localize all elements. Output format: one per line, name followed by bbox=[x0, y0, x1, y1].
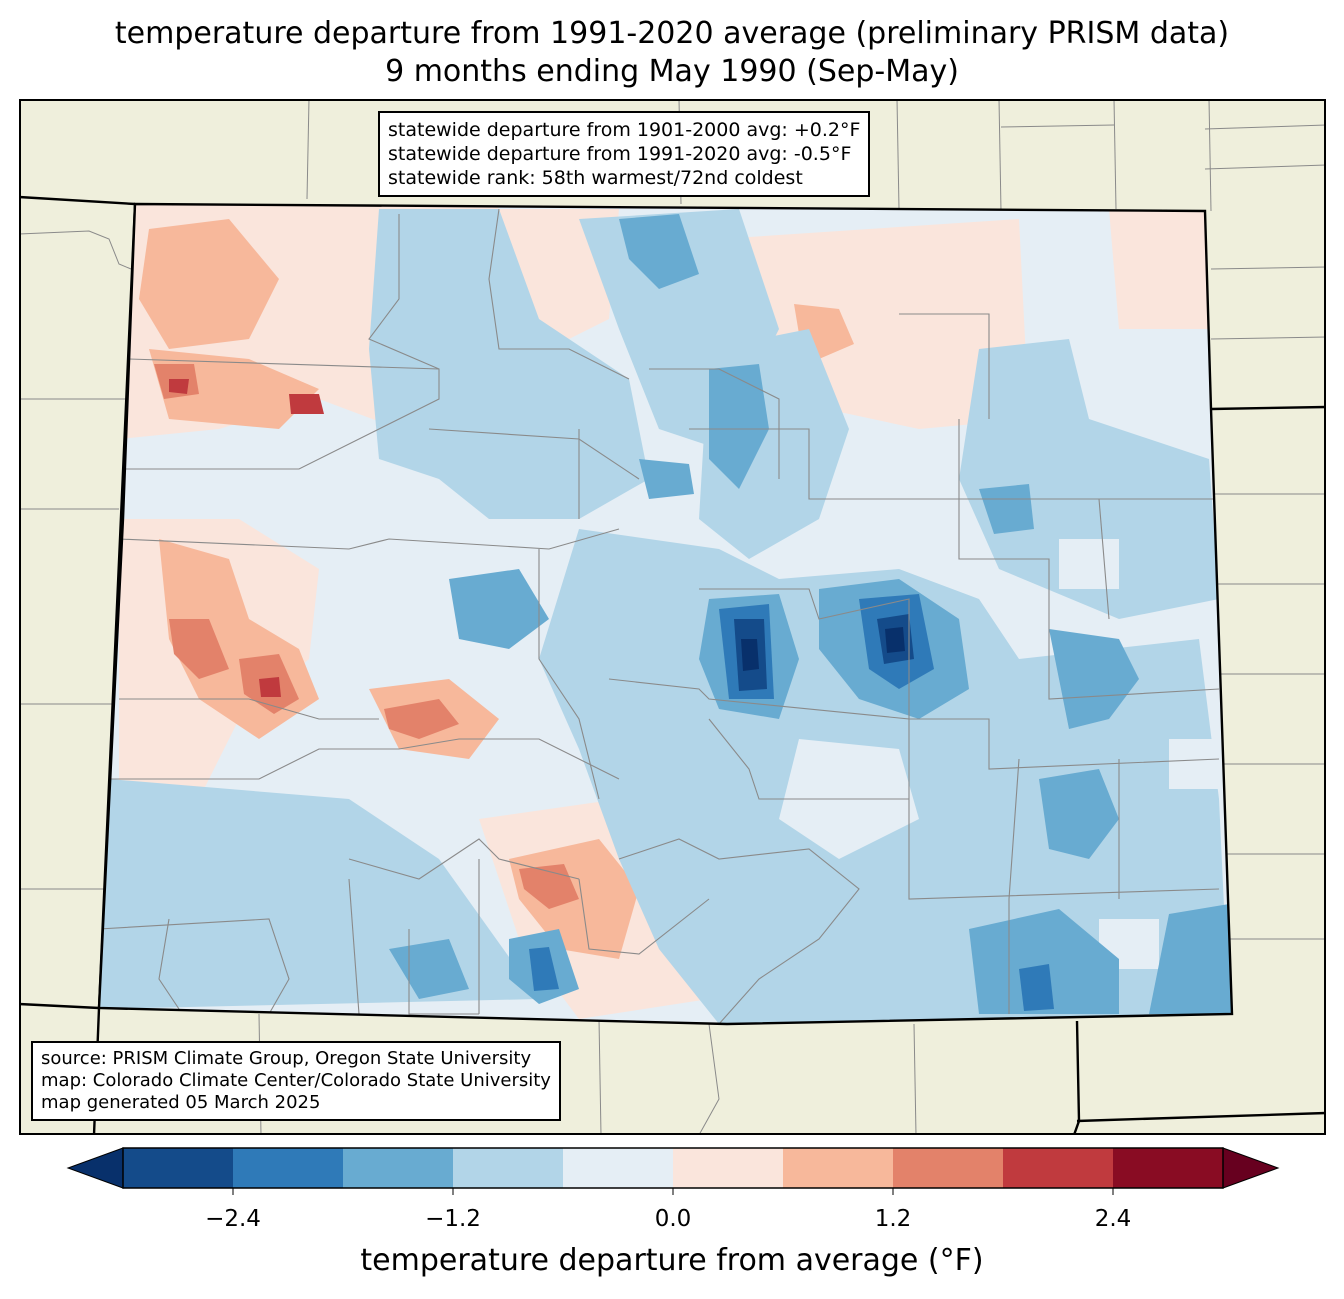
colorbar-bin-4 bbox=[563, 1148, 673, 1188]
colorbar-tick-label: −1.2 bbox=[425, 1206, 481, 1232]
stats-line-rank: statewide rank: 58th warmest/72nd coldes… bbox=[388, 167, 803, 189]
map-subtitle: 9 months ending May 1990 (Sep-May) bbox=[385, 54, 959, 89]
map-frame bbox=[19, 99, 1326, 1135]
colorado-temperature-map bbox=[19, 99, 1326, 1135]
colorbar-bin-0 bbox=[123, 1148, 233, 1188]
source-line: source: PRISM Climate Group, Oregon Stat… bbox=[41, 1048, 532, 1069]
colorbar-bin-3 bbox=[453, 1148, 563, 1188]
colorbar-bin-8 bbox=[1003, 1148, 1113, 1188]
colorbar-tick-label: −2.4 bbox=[205, 1206, 261, 1232]
colorbar-extend-low bbox=[66, 1147, 124, 1189]
colorbar-tick-label: 2.4 bbox=[1094, 1206, 1132, 1232]
colorbar-bin-2 bbox=[343, 1148, 453, 1188]
colorbar-bin-1 bbox=[233, 1148, 343, 1188]
colorbar-label: temperature departure from average (°F) bbox=[360, 1243, 984, 1278]
county-lines bbox=[99, 208, 1220, 1024]
source-box: source: PRISM Climate Group, Oregon Stat… bbox=[31, 1041, 561, 1121]
colorado-border bbox=[97, 202, 1234, 1026]
colorbar-extend-high bbox=[1222, 1147, 1280, 1189]
statewide-stats-box: statewide departure from 1901-2000 avg: … bbox=[378, 111, 871, 197]
colorbar bbox=[66, 1147, 1280, 1195]
colorbar-tick-label: 0.0 bbox=[654, 1206, 692, 1232]
stats-line-1991-2020: statewide departure from 1991-2020 avg: … bbox=[388, 143, 852, 165]
colorbar-bin-6 bbox=[783, 1148, 893, 1188]
colorbar-bin-9 bbox=[1113, 1148, 1223, 1188]
generated-date-line: map generated 05 March 2025 bbox=[41, 1092, 321, 1113]
colorbar-bin-5 bbox=[673, 1148, 783, 1188]
colorbar-tick-label: 1.2 bbox=[874, 1206, 912, 1232]
colorbar-bin-7 bbox=[893, 1148, 1003, 1188]
temperature-field bbox=[99, 204, 1232, 1024]
map-title: temperature departure from 1991-2020 ave… bbox=[114, 16, 1230, 51]
stats-line-1901-2000: statewide departure from 1901-2000 avg: … bbox=[388, 119, 861, 141]
map-credit-line: map: Colorado Climate Center/Colorado St… bbox=[41, 1070, 551, 1091]
neighbor-county-lines bbox=[19, 99, 1326, 1135]
